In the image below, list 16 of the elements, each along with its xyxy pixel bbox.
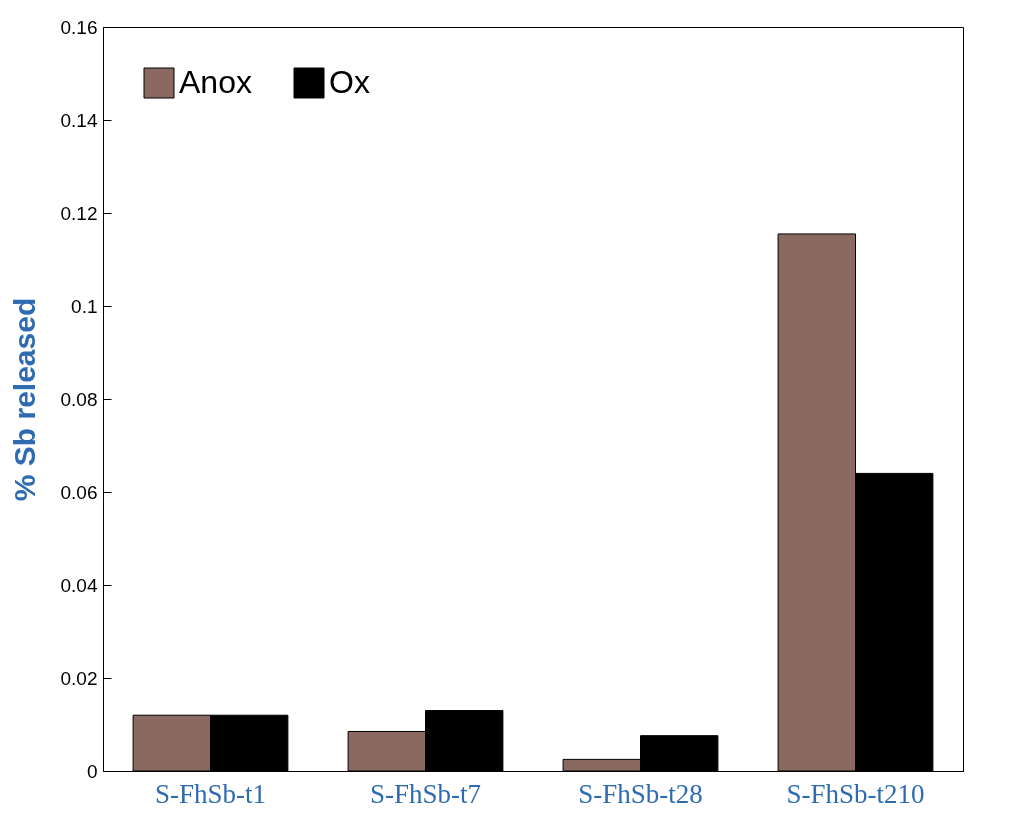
legend-label: Ox <box>329 64 370 100</box>
x-tick-label: S-FhSb-t210 <box>786 778 925 809</box>
y-tick-label: 0.08 <box>60 388 98 410</box>
y-tick-label: 0.02 <box>60 667 98 689</box>
y-tick-label: 0.14 <box>60 109 98 131</box>
y-tick-label: 0.16 <box>60 16 98 38</box>
legend-label: Anox <box>179 64 252 100</box>
y-tick-label: 0 <box>86 760 98 782</box>
x-tick-label: S-FhSb-t28 <box>578 778 703 809</box>
y-tick-label: 0.1 <box>71 295 98 317</box>
y-tick-label: 0.06 <box>60 481 98 503</box>
x-tick-label: S-FhSb-t1 <box>154 778 267 809</box>
y-axis-title: % Sb released <box>7 297 41 502</box>
x-tick-label: S-FhSb-t7 <box>369 778 482 809</box>
y-tick-label: 0.04 <box>60 574 98 596</box>
y-tick-label: 0.12 <box>60 202 98 224</box>
